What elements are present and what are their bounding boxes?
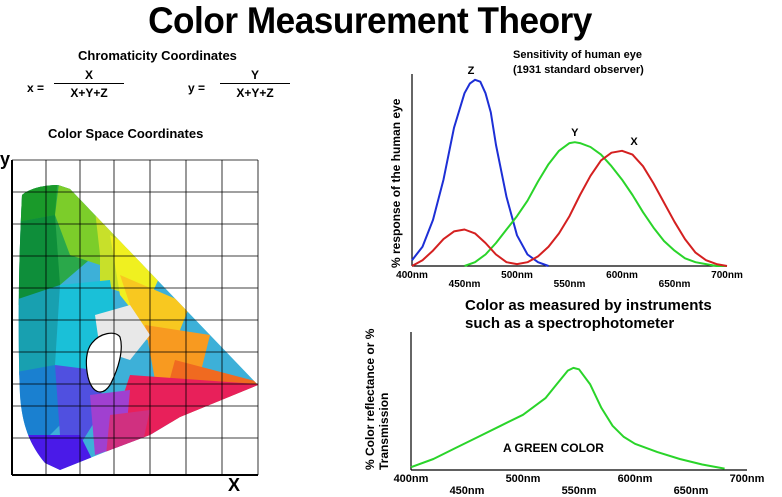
x-fraction: X X+Y+Z	[54, 68, 124, 100]
chart2-x-tick-label: 400nm	[394, 473, 429, 485]
y-denominator: X+Y+Z	[236, 86, 274, 100]
chart1-x-tick-label: 450nm	[449, 279, 481, 290]
chart2-series-line	[410, 366, 725, 470]
instrument-measurement-chart: Color as measured by instruments such as…	[363, 297, 765, 497]
chart1-title: Sensitivity of human eye	[513, 49, 642, 61]
diagram-y-axis-label: y	[0, 149, 10, 169]
coordinate-grid	[12, 159, 259, 475]
chart2-y-axis-label-line: % Color reflectance or %	[363, 328, 377, 470]
color-gamut	[18, 185, 258, 470]
chart2-x-tick-label: 700nm	[730, 473, 765, 485]
chart2-x-tick-label: 650nm	[674, 485, 709, 497]
chart1-series-label: X	[630, 136, 638, 148]
chart2-annotation: A GREEN COLOR	[503, 441, 604, 455]
chart2-subtitle: such as a spectrophotometer	[465, 315, 674, 332]
x-denominator: X+Y+Z	[70, 86, 108, 100]
white-point-region	[85, 332, 122, 393]
chart2-y-axis-label-line: Transmission	[377, 393, 391, 470]
chart1-x-tick-label: 650nm	[659, 279, 691, 290]
diagram-x-axis-label: X	[228, 475, 240, 495]
chart1-plot-area: 400nm 450nm 500nm 550nm 600nm 650nm 700nm Z Y X	[396, 65, 743, 290]
y-fraction: Y X+Y+Z	[220, 68, 290, 100]
x-equation-lhs: x =	[27, 81, 45, 95]
chart1-x-tick-label: 500nm	[501, 270, 533, 281]
chromaticity-diagram: y X	[0, 149, 259, 495]
chart1-x-tick-label: 600nm	[606, 270, 638, 281]
chart2-x-tick-label: 500nm	[506, 473, 541, 485]
chromaticity-heading: Chromaticity Coordinates	[78, 48, 237, 63]
diagram-axes	[11, 160, 258, 476]
chart2-y-axis-label: % Color reflectance or % Transmission	[363, 328, 391, 470]
chart1-series-line	[411, 78, 549, 267]
chart2-title: Color as measured by instruments	[465, 297, 712, 314]
x-numerator: X	[54, 68, 124, 84]
y-equation-lhs: y =	[188, 81, 206, 95]
color-space-heading: Color Space Coordinates	[48, 126, 204, 141]
chart2-x-tick-label: 600nm	[618, 473, 653, 485]
y-numerator: Y	[220, 68, 290, 84]
chart1-subtitle: (1931 standard observer)	[513, 64, 644, 76]
page-title: Color Measurement Theory	[148, 0, 592, 41]
chart1-series-line	[411, 149, 728, 267]
chart1-y-axis-label: % response of the human eye	[389, 98, 403, 268]
chart1-x-tick-label: 700nm	[711, 270, 743, 281]
chart1-x-tick-label: 550nm	[554, 279, 586, 290]
chart1-x-tick-label: 400nm	[396, 270, 428, 281]
chart2-x-tick-label: 550nm	[562, 485, 597, 497]
chart1-series-label: Z	[468, 65, 475, 77]
chart1-series-line	[464, 141, 727, 267]
chart2-x-tick-label: 450nm	[450, 485, 485, 497]
chart1-series-label: Y	[571, 127, 579, 139]
chart2-plot-area: 400nm 450nm 500nm 550nm 600nm 650nm 700nm	[394, 332, 765, 497]
eye-sensitivity-chart: Sensitivity of human eye (1931 standard …	[389, 49, 743, 290]
